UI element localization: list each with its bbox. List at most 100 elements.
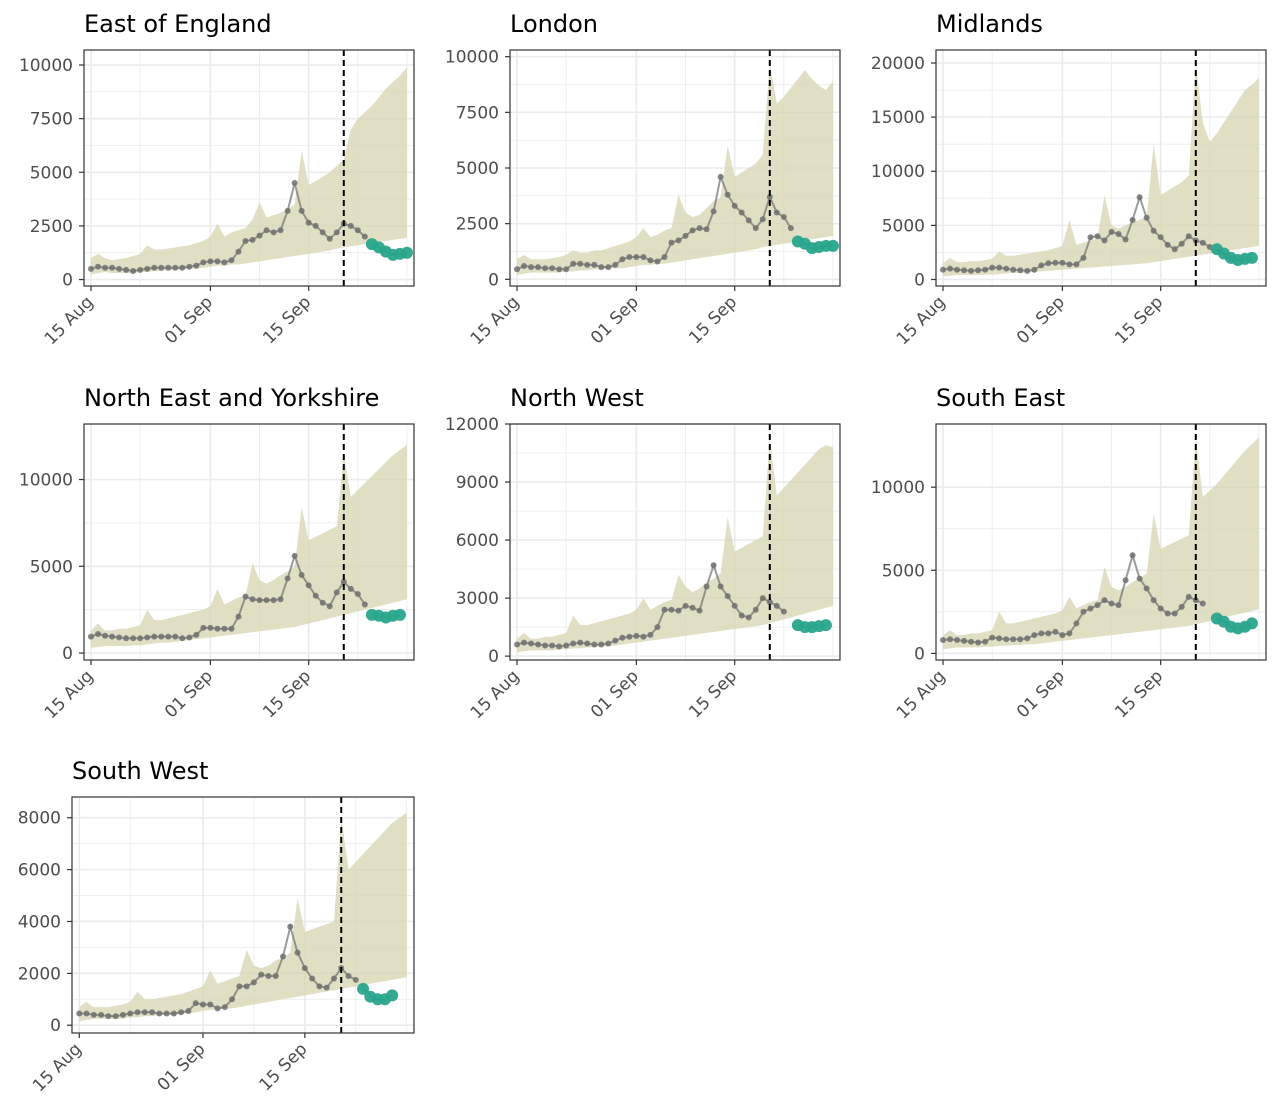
observed-point — [141, 1009, 148, 1016]
y-tick-label: 7500 — [456, 103, 499, 123]
observed-point — [243, 983, 250, 990]
panel-title: North East and Yorkshire — [84, 384, 379, 412]
observed-point — [214, 625, 221, 632]
observed-point — [156, 1010, 163, 1017]
observed-point — [696, 607, 703, 614]
x-tick-label: 15 Sep — [259, 666, 315, 722]
x-tick-label: 15 Aug — [29, 1039, 86, 1096]
observed-point — [668, 239, 675, 246]
observed-point — [95, 630, 102, 637]
y-tick-label: 20000 — [871, 54, 925, 74]
observed-point — [186, 634, 193, 641]
observed-point — [347, 222, 354, 229]
observed-point — [207, 624, 214, 631]
observed-point — [640, 633, 647, 640]
observed-point — [151, 264, 158, 271]
observed-point — [330, 975, 337, 982]
observed-point — [640, 254, 647, 261]
x-tick-label: 15 Sep — [1111, 292, 1167, 348]
x-tick-label: 15 Aug — [467, 292, 524, 349]
observed-point — [1199, 600, 1206, 607]
observed-point — [316, 983, 323, 990]
observed-point — [1164, 610, 1171, 617]
observed-point — [577, 260, 584, 267]
observed-point — [1073, 261, 1080, 268]
x-tick-label: 15 Aug — [893, 292, 950, 349]
observed-point — [1199, 239, 1206, 246]
forecast-point — [400, 246, 413, 259]
observed-point — [954, 637, 961, 644]
observed-point — [144, 634, 151, 641]
observed-point — [626, 254, 633, 261]
observed-point — [88, 265, 95, 272]
y-tick-label: 10000 — [19, 56, 73, 76]
observed-point — [1045, 260, 1052, 267]
observed-point — [333, 229, 340, 236]
observed-point — [549, 265, 556, 272]
observed-point — [584, 640, 591, 647]
observed-point — [989, 264, 996, 271]
observed-point — [989, 634, 996, 641]
observed-point — [773, 602, 780, 609]
observed-point — [1129, 216, 1136, 223]
observed-point — [542, 642, 549, 649]
observed-point — [326, 235, 333, 242]
uncertainty-band — [91, 67, 407, 275]
observed-point — [83, 1010, 90, 1017]
x-tick-label: 15 Sep — [685, 292, 741, 348]
observed-point — [703, 583, 710, 590]
observed-point — [521, 262, 528, 269]
observed-point — [123, 266, 130, 273]
observed-point — [514, 266, 521, 273]
observed-point — [1122, 236, 1129, 243]
observed-point — [199, 1001, 206, 1008]
observed-point — [1101, 237, 1108, 244]
y-tick-label: 6000 — [456, 531, 499, 551]
y-tick-label: 5000 — [30, 163, 73, 183]
observed-point — [214, 258, 221, 265]
observed-point — [1115, 602, 1122, 609]
observed-point — [116, 265, 123, 272]
observed-point — [1171, 246, 1178, 253]
y-tick-label: 0 — [62, 271, 73, 291]
observed-point — [291, 180, 298, 187]
forecast-point — [357, 982, 370, 995]
panel-title: Midlands — [936, 10, 1043, 38]
observed-point — [1052, 628, 1059, 635]
observed-point — [1178, 240, 1185, 247]
y-tick-label: 2000 — [18, 964, 61, 984]
observed-point — [738, 612, 745, 619]
observed-point — [1143, 585, 1150, 592]
observed-point — [996, 635, 1003, 642]
observed-point — [1010, 266, 1017, 273]
observed-point — [710, 208, 717, 215]
observed-point — [1157, 234, 1164, 241]
observed-point — [738, 209, 745, 216]
observed-point — [137, 266, 144, 273]
y-tick-label: 12000 — [445, 415, 499, 435]
observed-point — [759, 595, 766, 602]
observed-point — [682, 232, 689, 239]
panel-5: 0 3000 6000 9000 12000 15 Aug 01 Sep 15 Sep Nort… — [445, 384, 841, 723]
observed-point — [185, 1007, 192, 1014]
observed-point — [661, 606, 668, 613]
panel-border — [935, 49, 1267, 287]
x-tick-label: 15 Aug — [467, 666, 524, 723]
observed-point — [221, 259, 228, 266]
observed-point — [1108, 228, 1115, 235]
observed-point — [112, 1013, 119, 1020]
observed-point — [1031, 266, 1038, 273]
observed-point — [158, 633, 165, 640]
observed-line — [90, 552, 366, 640]
panel-7: 0 2000 4000 6000 8000 15 Aug 01 Sep 15 Sep South… — [18, 757, 415, 1096]
observed-point — [1052, 259, 1059, 266]
observed-point — [186, 263, 193, 270]
observed-point — [151, 633, 158, 640]
y-tick-label: 5000 — [882, 216, 925, 236]
observed-point — [982, 638, 989, 645]
observed-point — [1150, 597, 1157, 604]
observed-point — [1066, 261, 1073, 268]
observed-point — [1073, 620, 1080, 627]
observed-point — [1017, 636, 1024, 643]
